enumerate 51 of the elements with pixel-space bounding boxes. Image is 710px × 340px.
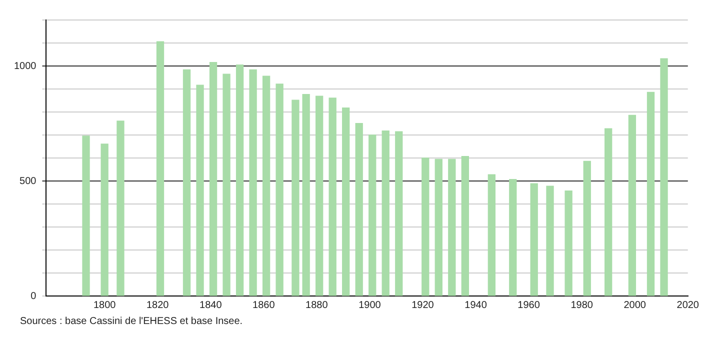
x-tick-label: 1820	[146, 300, 170, 311]
x-tick-label: 1900	[358, 300, 382, 311]
y-tick-label: 0	[30, 290, 37, 302]
x-tick-label: 2000	[624, 300, 646, 311]
x-tick-label: 1880	[306, 300, 328, 311]
bar	[342, 108, 350, 296]
bar	[249, 69, 257, 296]
bar	[509, 179, 517, 296]
x-tick-label: 1940	[464, 300, 488, 311]
bar	[156, 41, 164, 296]
x-tick-label: 1860	[252, 300, 276, 311]
x-tick-label: 1800	[93, 300, 116, 311]
bar	[382, 130, 390, 296]
bar	[546, 186, 554, 296]
bar	[316, 96, 324, 296]
bar	[292, 100, 300, 296]
bar	[461, 156, 469, 296]
bar	[355, 122, 363, 296]
bar	[196, 84, 204, 296]
bar	[660, 58, 668, 296]
bar	[100, 144, 108, 296]
bar	[488, 174, 496, 296]
bar	[82, 136, 90, 296]
bar	[583, 160, 591, 296]
bar	[530, 183, 538, 296]
x-tick-label: 1980	[570, 300, 594, 311]
bar	[395, 131, 403, 296]
bar	[276, 84, 284, 296]
y-tick-label: 500	[20, 176, 37, 187]
x-tick-label: 1840	[200, 300, 222, 311]
bar	[564, 190, 572, 296]
x-tick-label: 2020	[676, 300, 700, 311]
bar	[628, 114, 636, 296]
bar	[209, 62, 218, 296]
bar	[604, 128, 612, 296]
bar	[302, 94, 310, 296]
bar	[368, 134, 376, 296]
bar	[422, 158, 430, 296]
bar	[448, 158, 456, 296]
source-note: Sources : base Cassini de l'EHESS et base Insee.	[20, 316, 244, 327]
bar	[236, 64, 244, 296]
x-tick-label: 1960	[518, 300, 540, 311]
bar	[116, 120, 124, 296]
bar	[646, 92, 655, 296]
y-tick-label: 1000	[14, 60, 37, 72]
x-tick-label: 1920	[412, 300, 434, 311]
bar	[434, 158, 442, 296]
bar	[328, 98, 336, 296]
bar	[182, 69, 191, 296]
bar	[222, 74, 230, 296]
bar	[262, 76, 270, 296]
